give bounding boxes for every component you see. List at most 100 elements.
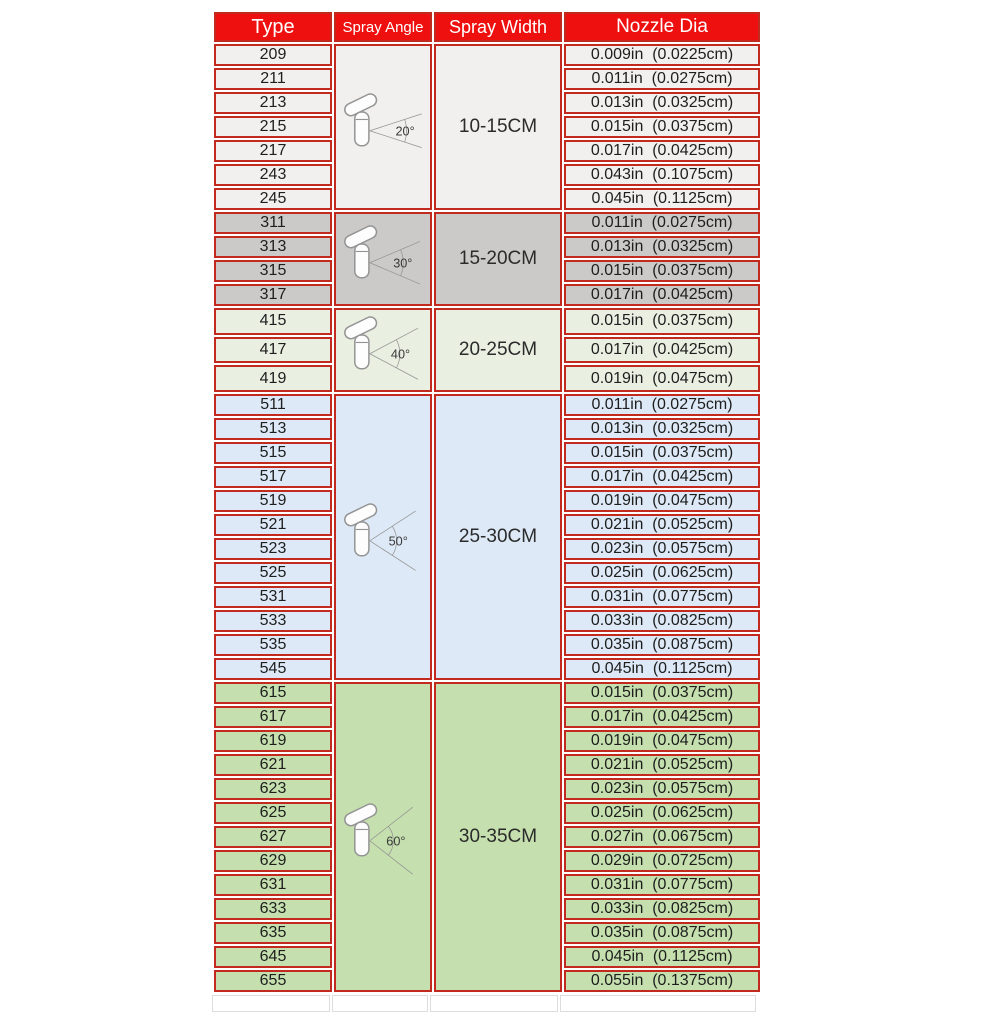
nozzle-dia-cell: 0.033in (0.0825cm) [564, 898, 760, 920]
table-row: 629 0.029in (0.0725cm) [214, 850, 760, 872]
nozzle-dia-cell: 0.015in (0.0375cm) [564, 308, 760, 335]
nozzle-dia-cell: 0.027in (0.0675cm) [564, 826, 760, 848]
spray-width-cell: 10-15CM [434, 44, 562, 210]
spray-nozzle-icon: 50° [344, 503, 416, 571]
spray-nozzle-icon: 40° [344, 316, 419, 380]
type-cell: 623 [214, 778, 332, 800]
nozzle-dia-cell: 0.017in (0.0425cm) [564, 284, 760, 306]
spray-width-cell: 30-35CM [434, 682, 562, 992]
spray-angle-value: 60° [386, 834, 405, 848]
table-row: 243 0.043in (0.1075cm) [214, 164, 760, 186]
empty-spreadsheet-row [212, 995, 762, 1012]
spray-nozzle-icon: 30° [344, 225, 421, 285]
table-row: 619 0.019in (0.0475cm) [214, 730, 760, 752]
nozzle-dia-cell: 0.013in (0.0325cm) [564, 92, 760, 114]
type-cell: 211 [214, 68, 332, 90]
table-row: 535 0.035in (0.0875cm) [214, 634, 760, 656]
type-cell: 519 [214, 490, 332, 512]
table-row: 513 0.013in (0.0325cm) [214, 418, 760, 440]
type-cell: 545 [214, 658, 332, 680]
nozzle-dia-cell: 0.011in (0.0275cm) [564, 68, 760, 90]
header-row: Type Spray Angle Spray Width Nozzle Dia [214, 12, 760, 42]
type-cell: 243 [214, 164, 332, 186]
type-cell: 311 [214, 212, 332, 234]
type-cell: 213 [214, 92, 332, 114]
table-row: 631 0.031in (0.0775cm) [214, 874, 760, 896]
spray-nozzle-icon: 60° [344, 803, 414, 875]
table-row: 215 0.015in (0.0375cm) [214, 116, 760, 138]
nozzle-dia-cell: 0.023in (0.0575cm) [564, 778, 760, 800]
type-cell: 517 [214, 466, 332, 488]
table-row: 623 0.023in (0.0575cm) [214, 778, 760, 800]
nozzle-dia-cell: 0.019in (0.0475cm) [564, 490, 760, 512]
table-row: 211 0.011in (0.0275cm) [214, 68, 760, 90]
nozzle-dia-cell: 0.015in (0.0375cm) [564, 682, 760, 704]
type-cell: 415 [214, 308, 332, 335]
nozzle-dia-cell: 0.029in (0.0725cm) [564, 850, 760, 872]
table-row: 311 30° 15-20CM 0.011in (0.0275cm) [214, 212, 760, 306]
nozzle-dia-cell: 0.031in (0.0775cm) [564, 586, 760, 608]
table-row: 419 0.019in (0.0475cm) [214, 365, 760, 392]
spray-width-cell: 15-20CM [434, 212, 562, 306]
nozzle-dia-cell: 0.025in (0.0625cm) [564, 562, 760, 584]
nozzle-dia-cell: 0.011in (0.0275cm) [564, 212, 760, 234]
spray-angle-cell: 60° [334, 682, 432, 992]
type-cell: 629 [214, 850, 332, 872]
type-cell: 615 [214, 682, 332, 704]
nozzle-dia-cell: 0.021in (0.0525cm) [564, 754, 760, 776]
table-row: 519 0.019in (0.0475cm) [214, 490, 760, 512]
table-row: 417 0.017in (0.0425cm) [214, 336, 760, 364]
spray-angle-value: 20° [396, 124, 415, 138]
type-cell: 655 [214, 970, 332, 992]
spray-angle-value: 40° [391, 347, 410, 361]
table-row: 533 0.033in (0.0825cm) [214, 610, 760, 632]
type-cell: 513 [214, 418, 332, 440]
table-row: 213 0.013in (0.0325cm) [214, 92, 760, 114]
type-cell: 523 [214, 538, 332, 560]
nozzle-dia-cell: 0.011in (0.0275cm) [564, 394, 760, 416]
nozzle-dia-cell: 0.045in (0.1125cm) [564, 946, 760, 968]
nozzle-dia-cell: 0.013in (0.0325cm) [564, 236, 760, 258]
type-cell: 617 [214, 706, 332, 728]
spray-nozzle-icon: 20° [344, 93, 422, 148]
col-header-spray-width: Spray Width [434, 12, 562, 42]
type-cell: 245 [214, 188, 332, 210]
type-cell: 515 [214, 442, 332, 464]
col-header-spray-angle: Spray Angle [334, 12, 432, 42]
nozzle-dia-cell: 0.045in (0.1125cm) [564, 188, 760, 210]
type-cell: 533 [214, 610, 332, 632]
type-cell: 621 [214, 754, 332, 776]
type-cell: 525 [214, 562, 332, 584]
nozzle-dia-cell: 0.035in (0.0875cm) [564, 922, 760, 944]
table-row: 635 0.035in (0.0875cm) [214, 922, 760, 944]
nozzle-dia-cell: 0.035in (0.0875cm) [564, 634, 760, 656]
type-cell: 645 [214, 946, 332, 968]
spray-angle-cell: 20° [334, 44, 432, 210]
table-row: 511 50° 25-30CM 0.011in (0.0275cm) [214, 394, 760, 680]
table-row: 645 0.045in (0.1125cm) [214, 946, 760, 968]
table-row: 521 0.021in (0.0525cm) [214, 514, 760, 536]
nozzle-dia-cell: 0.023in (0.0575cm) [564, 538, 760, 560]
col-header-type: Type [214, 12, 332, 42]
table-row: 621 0.021in (0.0525cm) [214, 754, 760, 776]
col-header-nozzle-dia: Nozzle Dia [564, 12, 760, 42]
nozzle-dia-cell: 0.025in (0.0625cm) [564, 802, 760, 824]
nozzle-dia-cell: 0.015in (0.0375cm) [564, 260, 760, 282]
empty-cell [560, 995, 756, 1012]
table-row: 245 0.045in (0.1125cm) [214, 188, 760, 210]
nozzle-dia-cell: 0.009in (0.0225cm) [564, 44, 760, 66]
nozzle-dia-cell: 0.019in (0.0475cm) [564, 365, 760, 392]
type-cell: 633 [214, 898, 332, 920]
type-cell: 209 [214, 44, 332, 66]
nozzle-spec-sheet: Type Spray Angle Spray Width Nozzle Dia … [212, 10, 762, 1012]
type-cell: 313 [214, 236, 332, 258]
table-row: 209 20° 10-15CM 0.009in (0.0225cm) [214, 44, 760, 210]
nozzle-dia-cell: 0.045in (0.1125cm) [564, 658, 760, 680]
spray-width-cell: 25-30CM [434, 394, 562, 680]
table-row: 217 0.017in (0.0425cm) [214, 140, 760, 162]
type-cell: 631 [214, 874, 332, 896]
type-cell: 627 [214, 826, 332, 848]
table-row: 655 0.055in (0.1375cm) [214, 970, 760, 992]
table-row: 531 0.031in (0.0775cm) [214, 586, 760, 608]
nozzle-dia-cell: 0.033in (0.0825cm) [564, 610, 760, 632]
